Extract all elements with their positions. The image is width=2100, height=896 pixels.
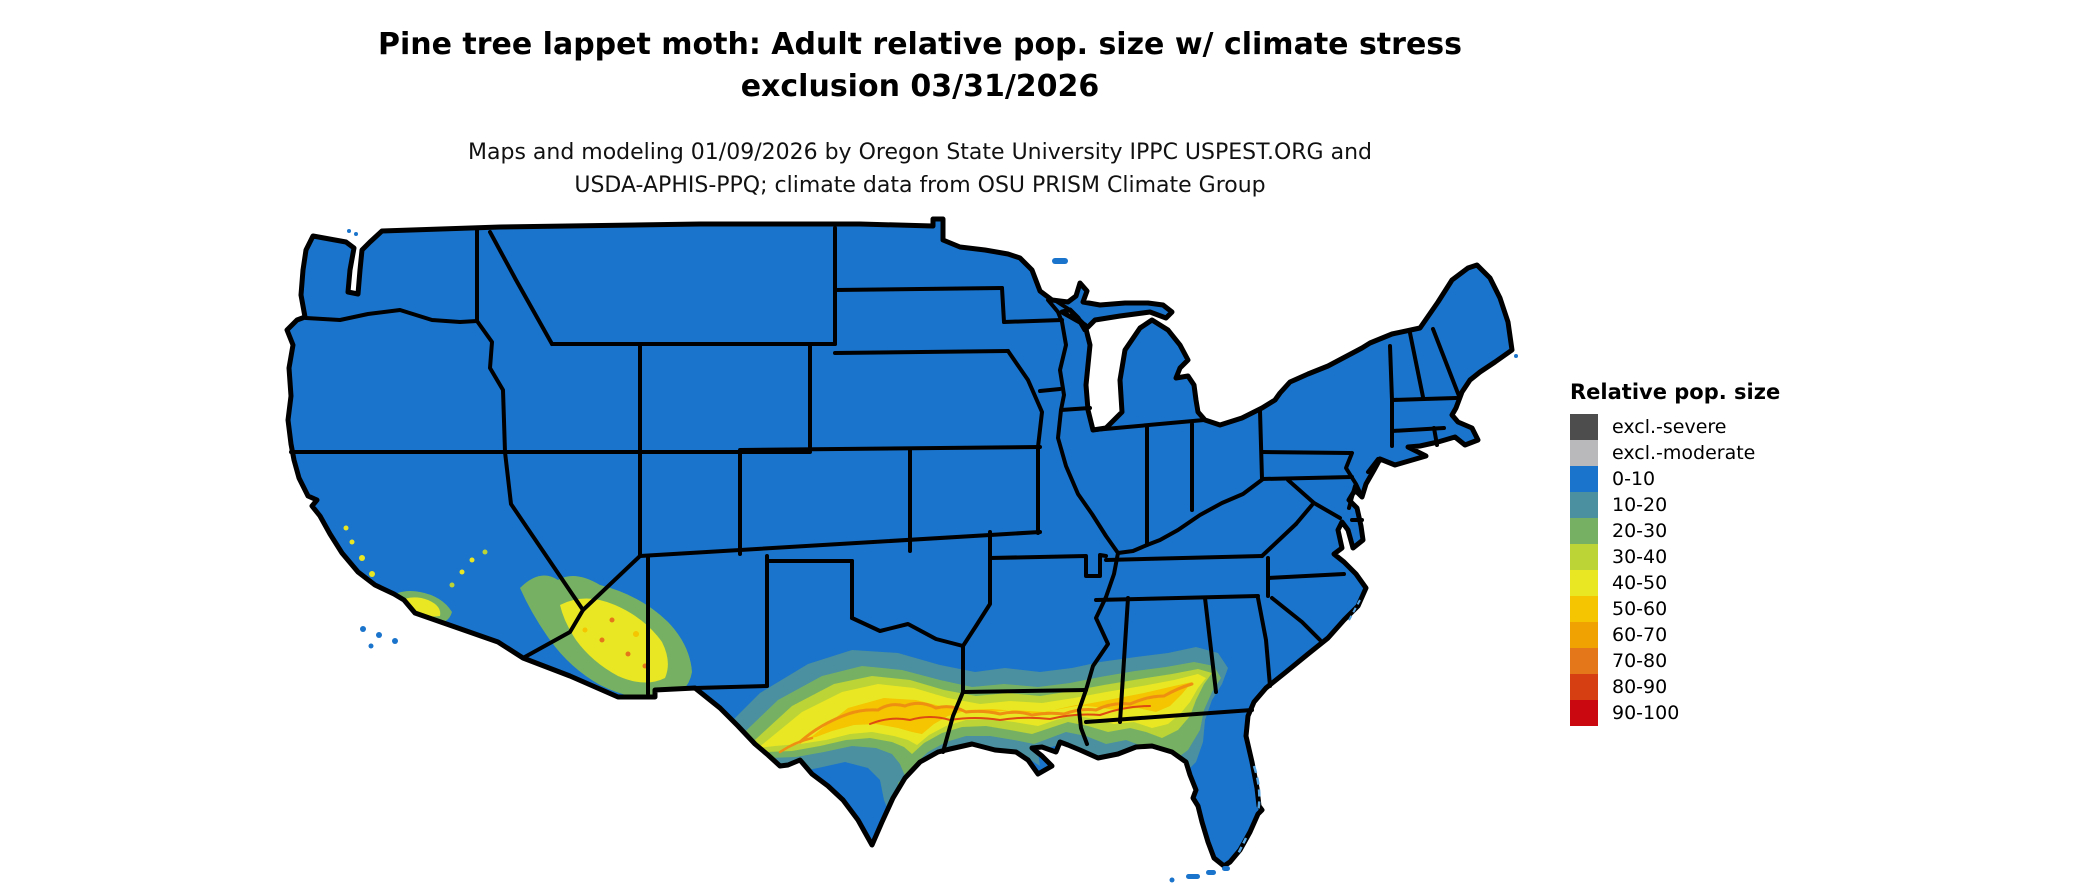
figure-subtitle-line1: Maps and modeling 01/09/2026 by Oregon S… [468,140,1372,165]
florida-keys [1186,874,1200,879]
figure-subtitle-line2: USDA-APHIS-PPQ; climate data from OSU PR… [574,173,1266,198]
west-texas-patch-green [690,727,749,759]
offshore-features [347,229,1518,883]
legend-item: 70-80 [1570,648,1780,674]
legend-item: 90-100 [1570,700,1780,726]
legend-swatch [1570,544,1598,570]
legend-item: 10-20 [1570,492,1780,518]
arizona-patch-yellow [560,598,668,683]
legend-label: excl.-moderate [1612,442,1756,464]
legend-items: excl.-severe excl.-moderate 0-10 10-20 20-30… [1570,414,1780,726]
legend-swatch [1570,596,1598,622]
legend-item: 50-60 [1570,596,1780,622]
legend-item: 30-40 [1570,544,1780,570]
legend-swatch [1570,700,1598,726]
legend-item: 80-90 [1570,674,1780,700]
legend-label: 30-40 [1612,546,1668,568]
state-borders [289,226,1461,754]
legend-item: 0-10 [1570,466,1780,492]
legend-item: 60-70 [1570,622,1780,648]
legend-label: 40-50 [1612,572,1668,594]
legend: Relative pop. size excl.-severe excl.-mod… [1570,380,1780,726]
legend-swatch [1570,622,1598,648]
legend-item: 40-50 [1570,570,1780,596]
legend-label: excl.-severe [1612,416,1727,438]
band-60-70-filament [798,682,1194,744]
figure-title-line2: exclusion 03/31/2026 [740,69,1100,104]
legend-item: 20-30 [1570,518,1780,544]
legend-swatch [1570,492,1598,518]
legend-item: excl.-moderate [1570,440,1780,466]
legend-swatch [1570,518,1598,544]
legend-swatch [1570,570,1598,596]
legend-label: 0-10 [1612,468,1656,490]
legend-swatch [1570,440,1598,466]
legend-item: excl.-severe [1570,414,1780,440]
legend-label: 20-30 [1612,520,1668,542]
legend-label: 90-100 [1612,702,1680,724]
west-texas-patch-yellow [700,732,742,754]
figure-title-line1: Pine tree lappet moth: Adult relative po… [377,27,1462,62]
legend-label: 10-20 [1612,494,1668,516]
west-texas-filament [778,736,814,754]
nation-outline [284,216,1515,869]
band-50-60 [810,682,1192,738]
legend-label: 70-80 [1612,650,1668,672]
legend-label: 60-70 [1612,624,1668,646]
isle-royale [1052,258,1068,264]
legend-swatch [1570,648,1598,674]
legend-label: 80-90 [1612,676,1668,698]
legend-swatch [1570,466,1598,492]
figure-subtitle: Maps and modeling 01/09/2026 by Oregon S… [320,136,1520,202]
figure-header: Pine tree lappet moth: Adult relative po… [320,24,1520,202]
legend-swatch [1570,674,1598,700]
legend-label: 50-60 [1612,598,1668,620]
legend-title: Relative pop. size [1570,380,1781,404]
band-70-80-filament [869,705,1151,725]
legend-swatch [1570,414,1598,440]
